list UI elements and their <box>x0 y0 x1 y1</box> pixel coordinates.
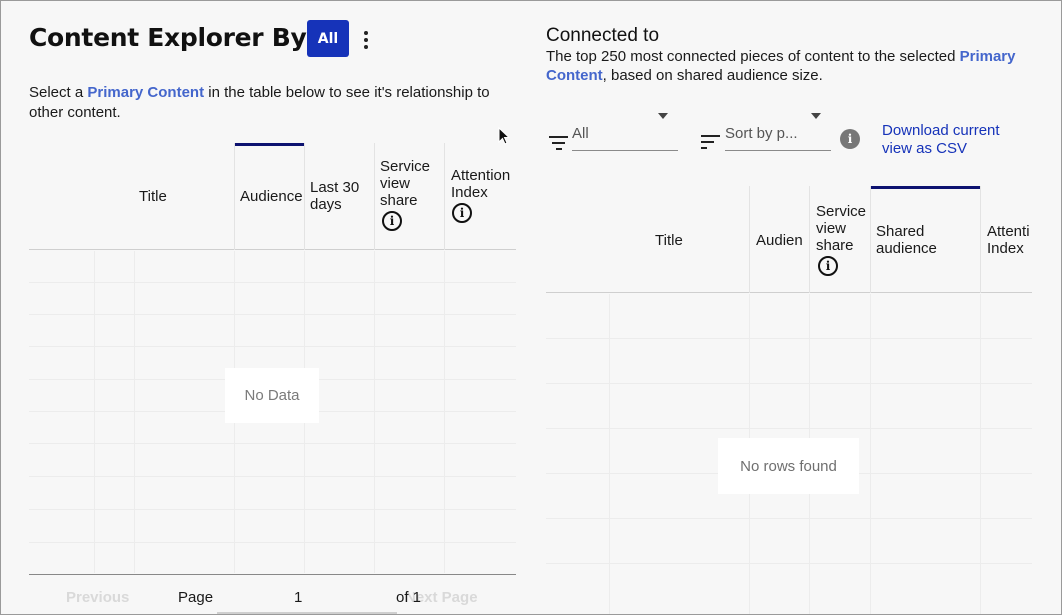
empty-state-message: No rows found <box>718 438 859 494</box>
column-attention-label: Attenti Index <box>987 223 1030 257</box>
filter-icon <box>549 136 569 152</box>
filter-select[interactable]: All <box>572 113 678 151</box>
column-header-attention[interactable]: Attention Index i <box>444 143 516 250</box>
all-dropdown-button[interactable]: All <box>307 20 349 57</box>
primary-content-table: Title Audience Last 30 days Service view… <box>29 143 516 575</box>
intro-text-start: Select a <box>29 84 88 101</box>
info-icon[interactable]: i <box>818 256 838 276</box>
previous-page-button[interactable]: Previous <box>66 589 130 606</box>
column-header-service-share[interactable]: Service view share i <box>374 143 444 250</box>
column-audience-label: Audien <box>756 232 803 249</box>
connected-description: The top 250 most connected pieces of con… <box>546 47 1026 85</box>
page-number-input[interactable]: 1 <box>294 589 303 606</box>
column-service-share-label: Service view share <box>816 203 867 254</box>
primary-content-link[interactable]: Primary Content <box>546 48 1016 84</box>
column-header-shared-audience[interactable]: Shared audience <box>870 186 980 293</box>
table-header: Title Audience Last 30 days Service view… <box>29 143 516 250</box>
pagination-divider <box>29 574 516 575</box>
intro-text-end: in the table below to see it's relations… <box>29 84 490 121</box>
column-header-attention[interactable]: Attenti Index <box>980 186 1032 293</box>
column-header-service-share[interactable]: Service view share i <box>809 186 870 293</box>
sort-icon <box>701 135 721 151</box>
column-header-audience[interactable]: Audien <box>749 186 809 293</box>
empty-state-message: No Data <box>225 368 319 423</box>
active-column-indicator <box>871 186 980 189</box>
instructions-text: Select a Primary Content in the table be… <box>29 83 519 123</box>
desc-text-start: The top 250 most connected pieces of con… <box>546 48 960 65</box>
next-page-button[interactable]: Next Page <box>405 589 478 606</box>
chevron-down-icon <box>658 113 668 119</box>
download-csv-link[interactable]: Download current view as CSV <box>882 122 1000 157</box>
info-icon[interactable]: i <box>382 211 402 231</box>
column-attention-label: Attention Index <box>451 167 511 201</box>
page-input-underline <box>217 612 397 614</box>
table-header: Title Audien Service view share i Shared… <box>546 186 1032 293</box>
column-header-last30[interactable]: Last 30 days <box>304 143 374 250</box>
chevron-down-icon <box>811 113 821 119</box>
more-options-icon[interactable] <box>359 31 373 53</box>
filter-select-value: All <box>572 125 589 142</box>
page-count-label: of 1 <box>396 589 422 606</box>
primary-content-link[interactable]: Primary Content <box>87 84 205 101</box>
page-label: Page <box>178 589 214 606</box>
column-title-label: Title <box>655 232 683 249</box>
column-shared-audience-label: Shared audience <box>876 223 937 257</box>
column-title-label: Title <box>139 188 167 205</box>
column-header-title[interactable]: Title <box>546 186 749 293</box>
mouse-cursor-icon <box>498 127 511 145</box>
page-title: Content Explorer By <box>29 23 307 52</box>
active-column-indicator <box>235 143 304 146</box>
column-last30-label: Last 30 days <box>310 179 360 213</box>
sort-info-icon[interactable]: i <box>840 129 860 149</box>
column-audience-label: Audience <box>240 188 303 205</box>
connected-content-table: Title Audien Service view share i Shared… <box>546 186 1032 614</box>
desc-text-end: , based on shared audience size. <box>602 67 823 84</box>
info-icon[interactable]: i <box>452 203 472 223</box>
sort-select-placeholder: Sort by p... <box>725 125 798 142</box>
column-header-title[interactable]: Title <box>29 143 234 250</box>
column-service-share-label: Service view share <box>380 158 431 209</box>
sort-select[interactable]: Sort by p... <box>725 113 831 151</box>
column-header-audience[interactable]: Audience <box>234 143 304 250</box>
connected-section-title: Connected to <box>546 25 660 46</box>
